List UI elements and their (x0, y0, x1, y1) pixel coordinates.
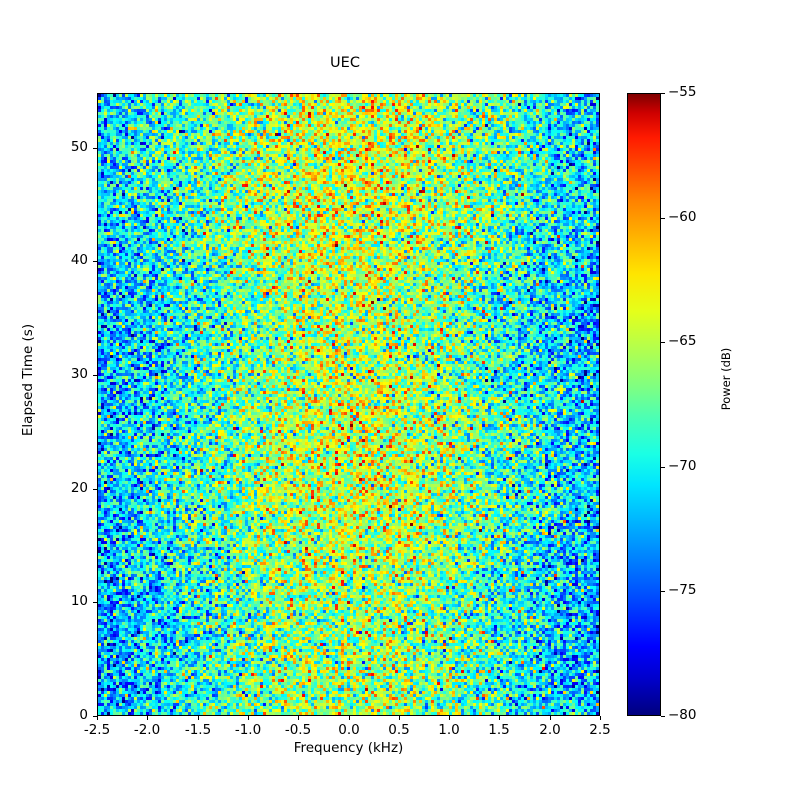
colorbar-tick-mark (661, 342, 665, 343)
y-tick-mark (93, 375, 97, 376)
colorbar-tick-label: −80 (668, 707, 697, 723)
x-tick-label: 2.5 (589, 722, 611, 738)
x-tick-label: 0.5 (388, 722, 410, 738)
colorbar-tick-label: −55 (668, 84, 697, 100)
y-tick-label: 30 (70, 366, 88, 382)
x-tick-label: -2.0 (133, 722, 161, 738)
title-line-station: UEC (330, 55, 360, 71)
x-tick-mark (298, 716, 299, 720)
x-tick-mark (147, 716, 148, 720)
x-tick-mark (550, 716, 551, 720)
x-tick-label: -1.0 (234, 722, 262, 738)
colorbar-tick-mark (661, 591, 665, 592)
y-tick-mark (93, 148, 97, 149)
x-tick-mark (248, 716, 249, 720)
y-axis-label: Elapsed Time (s) (20, 323, 36, 437)
spectrogram-image (98, 94, 599, 715)
colorbar-tick-label: −60 (668, 209, 697, 225)
x-tick-label: 1.5 (488, 722, 510, 738)
x-tick-label: 0.0 (338, 722, 360, 738)
x-tick-mark (97, 716, 98, 720)
x-tick-mark (198, 716, 199, 720)
colorbar-tick-label: −70 (668, 458, 697, 474)
spectrogram-axes (97, 93, 600, 716)
colorbar-tick-mark (661, 93, 665, 94)
x-tick-mark (600, 716, 601, 720)
y-tick-mark (93, 489, 97, 490)
x-tick-label: 2.0 (539, 722, 561, 738)
y-tick-label: 40 (70, 252, 88, 268)
x-tick-mark (399, 716, 400, 720)
x-tick-mark (499, 716, 500, 720)
colorbar-tick-label: −65 (668, 333, 697, 349)
x-tick-label: 1.0 (438, 722, 460, 738)
y-tick-label: 10 (70, 593, 88, 609)
colorbar (627, 93, 661, 716)
x-axis-label: Frequency (kHz) (293, 740, 404, 756)
y-tick-mark (93, 602, 97, 603)
y-tick-mark (93, 261, 97, 262)
y-tick-label: 20 (70, 480, 88, 496)
y-tick-label: 50 (70, 139, 88, 155)
y-tick-mark (93, 716, 97, 717)
y-tick-label: 0 (79, 707, 88, 723)
colorbar-tick-mark (661, 467, 665, 468)
colorbar-label: Power (dB) (719, 347, 733, 411)
x-tick-mark (349, 716, 350, 720)
colorbar-tick-mark (661, 218, 665, 219)
x-tick-label: -2.5 (83, 722, 111, 738)
x-tick-mark (449, 716, 450, 720)
x-tick-label: -1.5 (184, 722, 212, 738)
colorbar-tick-mark (661, 716, 665, 717)
colorbar-tick-label: −75 (668, 582, 697, 598)
x-tick-label: -0.5 (284, 722, 312, 738)
